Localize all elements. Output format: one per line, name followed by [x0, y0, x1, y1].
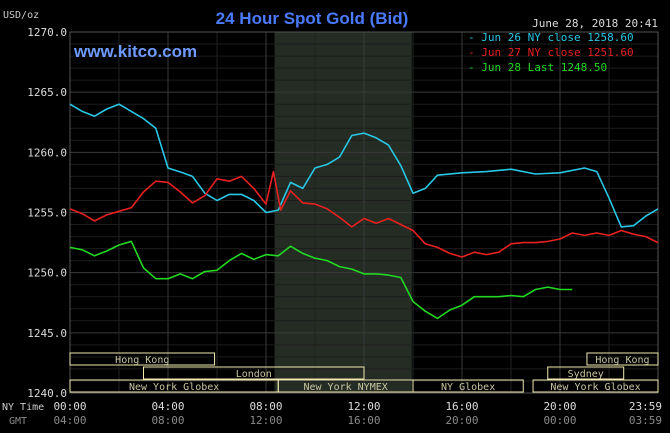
market-session-label: Sydney [568, 369, 604, 380]
x-tick-label-ny: 08:00 [249, 400, 282, 413]
y-tick-label: 1255.0 [27, 207, 67, 220]
market-session-box [412, 379, 524, 393]
market-session-box [69, 352, 216, 366]
x-tick-label-ny: 16:00 [445, 400, 478, 413]
x-tick-label-gmt: 12:00 [249, 414, 282, 427]
y-tick-label: 1260.0 [27, 146, 67, 159]
market-session-label: NY Globex [441, 382, 495, 393]
gmt-label: GMT [9, 416, 27, 427]
x-tick-label-ny: 20:00 [543, 400, 576, 413]
x-tick-label-gmt: 16:00 [347, 414, 380, 427]
series-line-1 [69, 103, 659, 228]
market-session-label: New York Globex [129, 382, 219, 393]
y-tick-label: 1250.0 [27, 267, 67, 280]
x-tick-label-gmt: 00:00 [543, 414, 576, 427]
legend-entry: - Jun 28 Last 1248.50 [468, 61, 607, 74]
y-tick-label: 1270.0 [27, 26, 67, 39]
plot-frame [69, 31, 659, 394]
chart-timestamp: June 28, 2018 20:41 [532, 17, 658, 30]
y-tick-label: 1265.0 [27, 86, 67, 99]
market-session-box [547, 366, 625, 380]
x-tick-label-ny: 23:59 [629, 400, 662, 413]
x-tick-label-gmt: 08:00 [151, 414, 184, 427]
market-session-label: London [236, 369, 272, 380]
market-session-label: New York NYMEX [303, 382, 387, 393]
market-session-box [586, 352, 659, 366]
x-tick-label-gmt: 04:00 [53, 414, 86, 427]
x-tick-label-gmt: 03:59 [629, 414, 662, 427]
brand-watermark: www.kitco.com [73, 42, 197, 61]
market-session-label: New York Globex [550, 382, 640, 393]
market-session-label: Hong Kong [595, 355, 649, 366]
y-tick-label: 1240.0 [27, 387, 67, 400]
ny-time-label: NY Time [2, 402, 44, 413]
market-session-label: Hong Kong [115, 355, 169, 366]
series-line-3 [69, 240, 573, 320]
legend-entry: - Jun 27 NY close 1251.60 [468, 46, 634, 59]
y-tick-label: 1245.0 [27, 327, 67, 340]
market-session-box [532, 379, 659, 393]
x-tick-label-ny: 12:00 [347, 400, 380, 413]
legend-entry: - Jun 26 NY close 1258.60 [468, 31, 634, 44]
chart-title: 24 Hour Spot Gold (Bid) [216, 9, 409, 28]
series-line-2 [69, 170, 659, 258]
market-session-box [143, 366, 365, 380]
x-tick-label-gmt: 20:00 [445, 414, 478, 427]
x-tick-label-ny: 00:00 [53, 400, 86, 413]
x-tick-label-ny: 04:00 [151, 400, 184, 413]
y-axis-unit-label: USD/oz [3, 10, 39, 21]
